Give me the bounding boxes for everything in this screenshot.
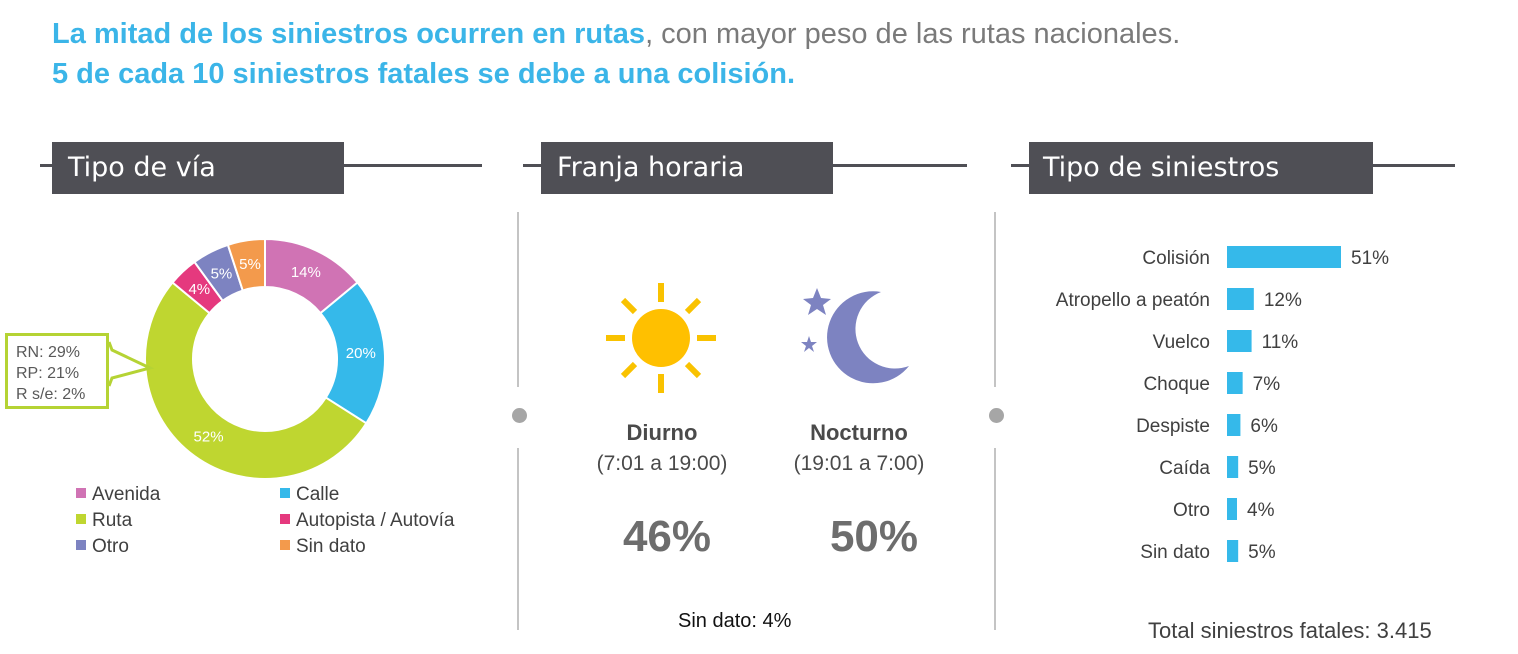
donut-chart-tipo-via: 14%20%52%4%5%5% xyxy=(107,237,386,480)
section-title-siniestros: Tipo de siniestros xyxy=(1029,142,1373,194)
legend-item-sin-dato: Sin dato xyxy=(280,536,366,558)
legend-swatch xyxy=(280,488,290,498)
legend-item-calle: Calle xyxy=(280,484,339,506)
bar-choque xyxy=(1227,372,1243,394)
legend-item-otro: Otro xyxy=(76,536,129,558)
legend-item-autopista-autov-a: Autopista / Autovía xyxy=(280,510,454,532)
bar-category-caída: Caída xyxy=(1159,458,1210,479)
total-siniestros: Total siniestros fatales: 3.415 xyxy=(1148,618,1432,643)
bar-value-atropello-a-peatón: 12% xyxy=(1264,290,1302,311)
headline-line-2: 5 de cada 10 siniestros fatales se debe … xyxy=(52,58,795,91)
legend-label: Sin dato xyxy=(296,536,366,557)
divider-right-top xyxy=(994,212,996,387)
donut-label-sin-dato: 5% xyxy=(239,256,261,273)
donut-slice-sin-dato xyxy=(226,237,266,292)
bar-category-otro: Otro xyxy=(1173,500,1210,521)
donut-label-avenida: 14% xyxy=(291,264,321,281)
donut-label-otro: 5% xyxy=(211,265,233,282)
bar-value-colisión: 51% xyxy=(1351,248,1389,269)
callout-rn: RN: 29% xyxy=(16,344,81,361)
sun-icon xyxy=(606,283,716,393)
section-title-franja: Franja horaria xyxy=(541,142,833,194)
bar-category-vuelco: Vuelco xyxy=(1153,332,1210,353)
legend-label: Ruta xyxy=(92,510,133,531)
legend-swatch xyxy=(76,514,86,524)
period-nocturno-name: Nocturno xyxy=(810,420,908,445)
bar-category-atropello-a-peatón: Atropello a peatón xyxy=(1056,290,1210,311)
bar-value-otro: 4% xyxy=(1247,500,1275,521)
period-diurno-range: (7:01 a 19:00) xyxy=(596,452,728,475)
legend-item-ruta: Ruta xyxy=(76,510,132,532)
ruta-breakdown-callout: RN: 29% RP: 21% R s/e: 2% xyxy=(5,333,109,409)
legend-swatch xyxy=(280,540,290,550)
bar-atropello-a-peatón xyxy=(1227,288,1254,310)
bar-vuelco xyxy=(1227,330,1252,352)
period-nocturno-range: (19:01 a 7:00) xyxy=(793,452,925,475)
bar-sin-dato xyxy=(1227,540,1239,562)
bar-value-caída: 5% xyxy=(1248,458,1276,479)
period-diurno-pct: 46% xyxy=(622,512,712,561)
donut-label-autopista-autov-a: 4% xyxy=(188,281,210,298)
divider-right-bottom xyxy=(994,448,996,630)
legend-swatch xyxy=(280,514,290,524)
period-nocturno: Nocturno (19:01 a 7:00) xyxy=(769,420,949,476)
bar-value-vuelco: 11% xyxy=(1262,332,1299,353)
section-title-tipo-via: Tipo de vía xyxy=(52,142,344,194)
legend-swatch xyxy=(76,540,86,550)
bar-value-choque: 7% xyxy=(1253,374,1281,395)
divider-left-dot xyxy=(512,408,527,423)
divider-left-bottom xyxy=(517,448,519,630)
legend-swatch xyxy=(76,488,86,498)
headline-normal-1: , con mayor peso de las rutas nacionales… xyxy=(645,18,1181,50)
headline-strong-2: 5 de cada 10 siniestros fatales se debe … xyxy=(52,58,796,90)
bar-caída xyxy=(1227,456,1239,478)
callout-rp: RP: 21% xyxy=(16,365,80,382)
divider-left-top xyxy=(517,212,519,387)
divider-right-dot xyxy=(989,408,1004,423)
period-diurno: Diurno (7:01 a 19:00) xyxy=(572,420,752,476)
bar-chart-tipo-siniestros: Colisión 51% Atropello a peatón 12% Vuelco 11… xyxy=(1056,246,1389,563)
bar-colisión xyxy=(1227,246,1341,268)
franja-sin-dato: Sin dato: 4% xyxy=(678,610,792,632)
period-diurno-name: Diurno xyxy=(626,420,698,445)
headline-line-1: La mitad de los siniestros ocurren en ru… xyxy=(52,18,1180,51)
legend-label: Calle xyxy=(296,484,340,505)
period-nocturno-pct: 50% xyxy=(829,512,919,561)
legend-item-avenida: Avenida xyxy=(76,484,160,506)
bar-value-sin-dato: 5% xyxy=(1248,542,1276,563)
bar-category-choque: Choque xyxy=(1143,374,1210,395)
donut-slice-ruta xyxy=(144,281,368,480)
legend-label: Avenida xyxy=(92,484,161,505)
donut-label-calle: 20% xyxy=(346,345,376,362)
moon-stars-icon xyxy=(801,288,909,384)
legend-label: Otro xyxy=(92,536,129,557)
legend-label: Autopista / Autovía xyxy=(296,510,455,531)
bar-value-despiste: 6% xyxy=(1250,416,1278,437)
bar-category-despiste: Despiste xyxy=(1136,416,1210,437)
callout-rse: R s/e: 2% xyxy=(16,386,86,403)
bar-category-colisión: Colisión xyxy=(1142,248,1210,269)
bar-otro xyxy=(1227,498,1237,520)
callout-pointer xyxy=(107,341,155,387)
bar-category-sin-dato: Sin dato xyxy=(1140,542,1210,563)
donut-label-ruta: 52% xyxy=(194,429,224,446)
bar-despiste xyxy=(1227,414,1241,436)
headline-strong-1: La mitad de los siniestros ocurren en ru… xyxy=(52,18,646,50)
